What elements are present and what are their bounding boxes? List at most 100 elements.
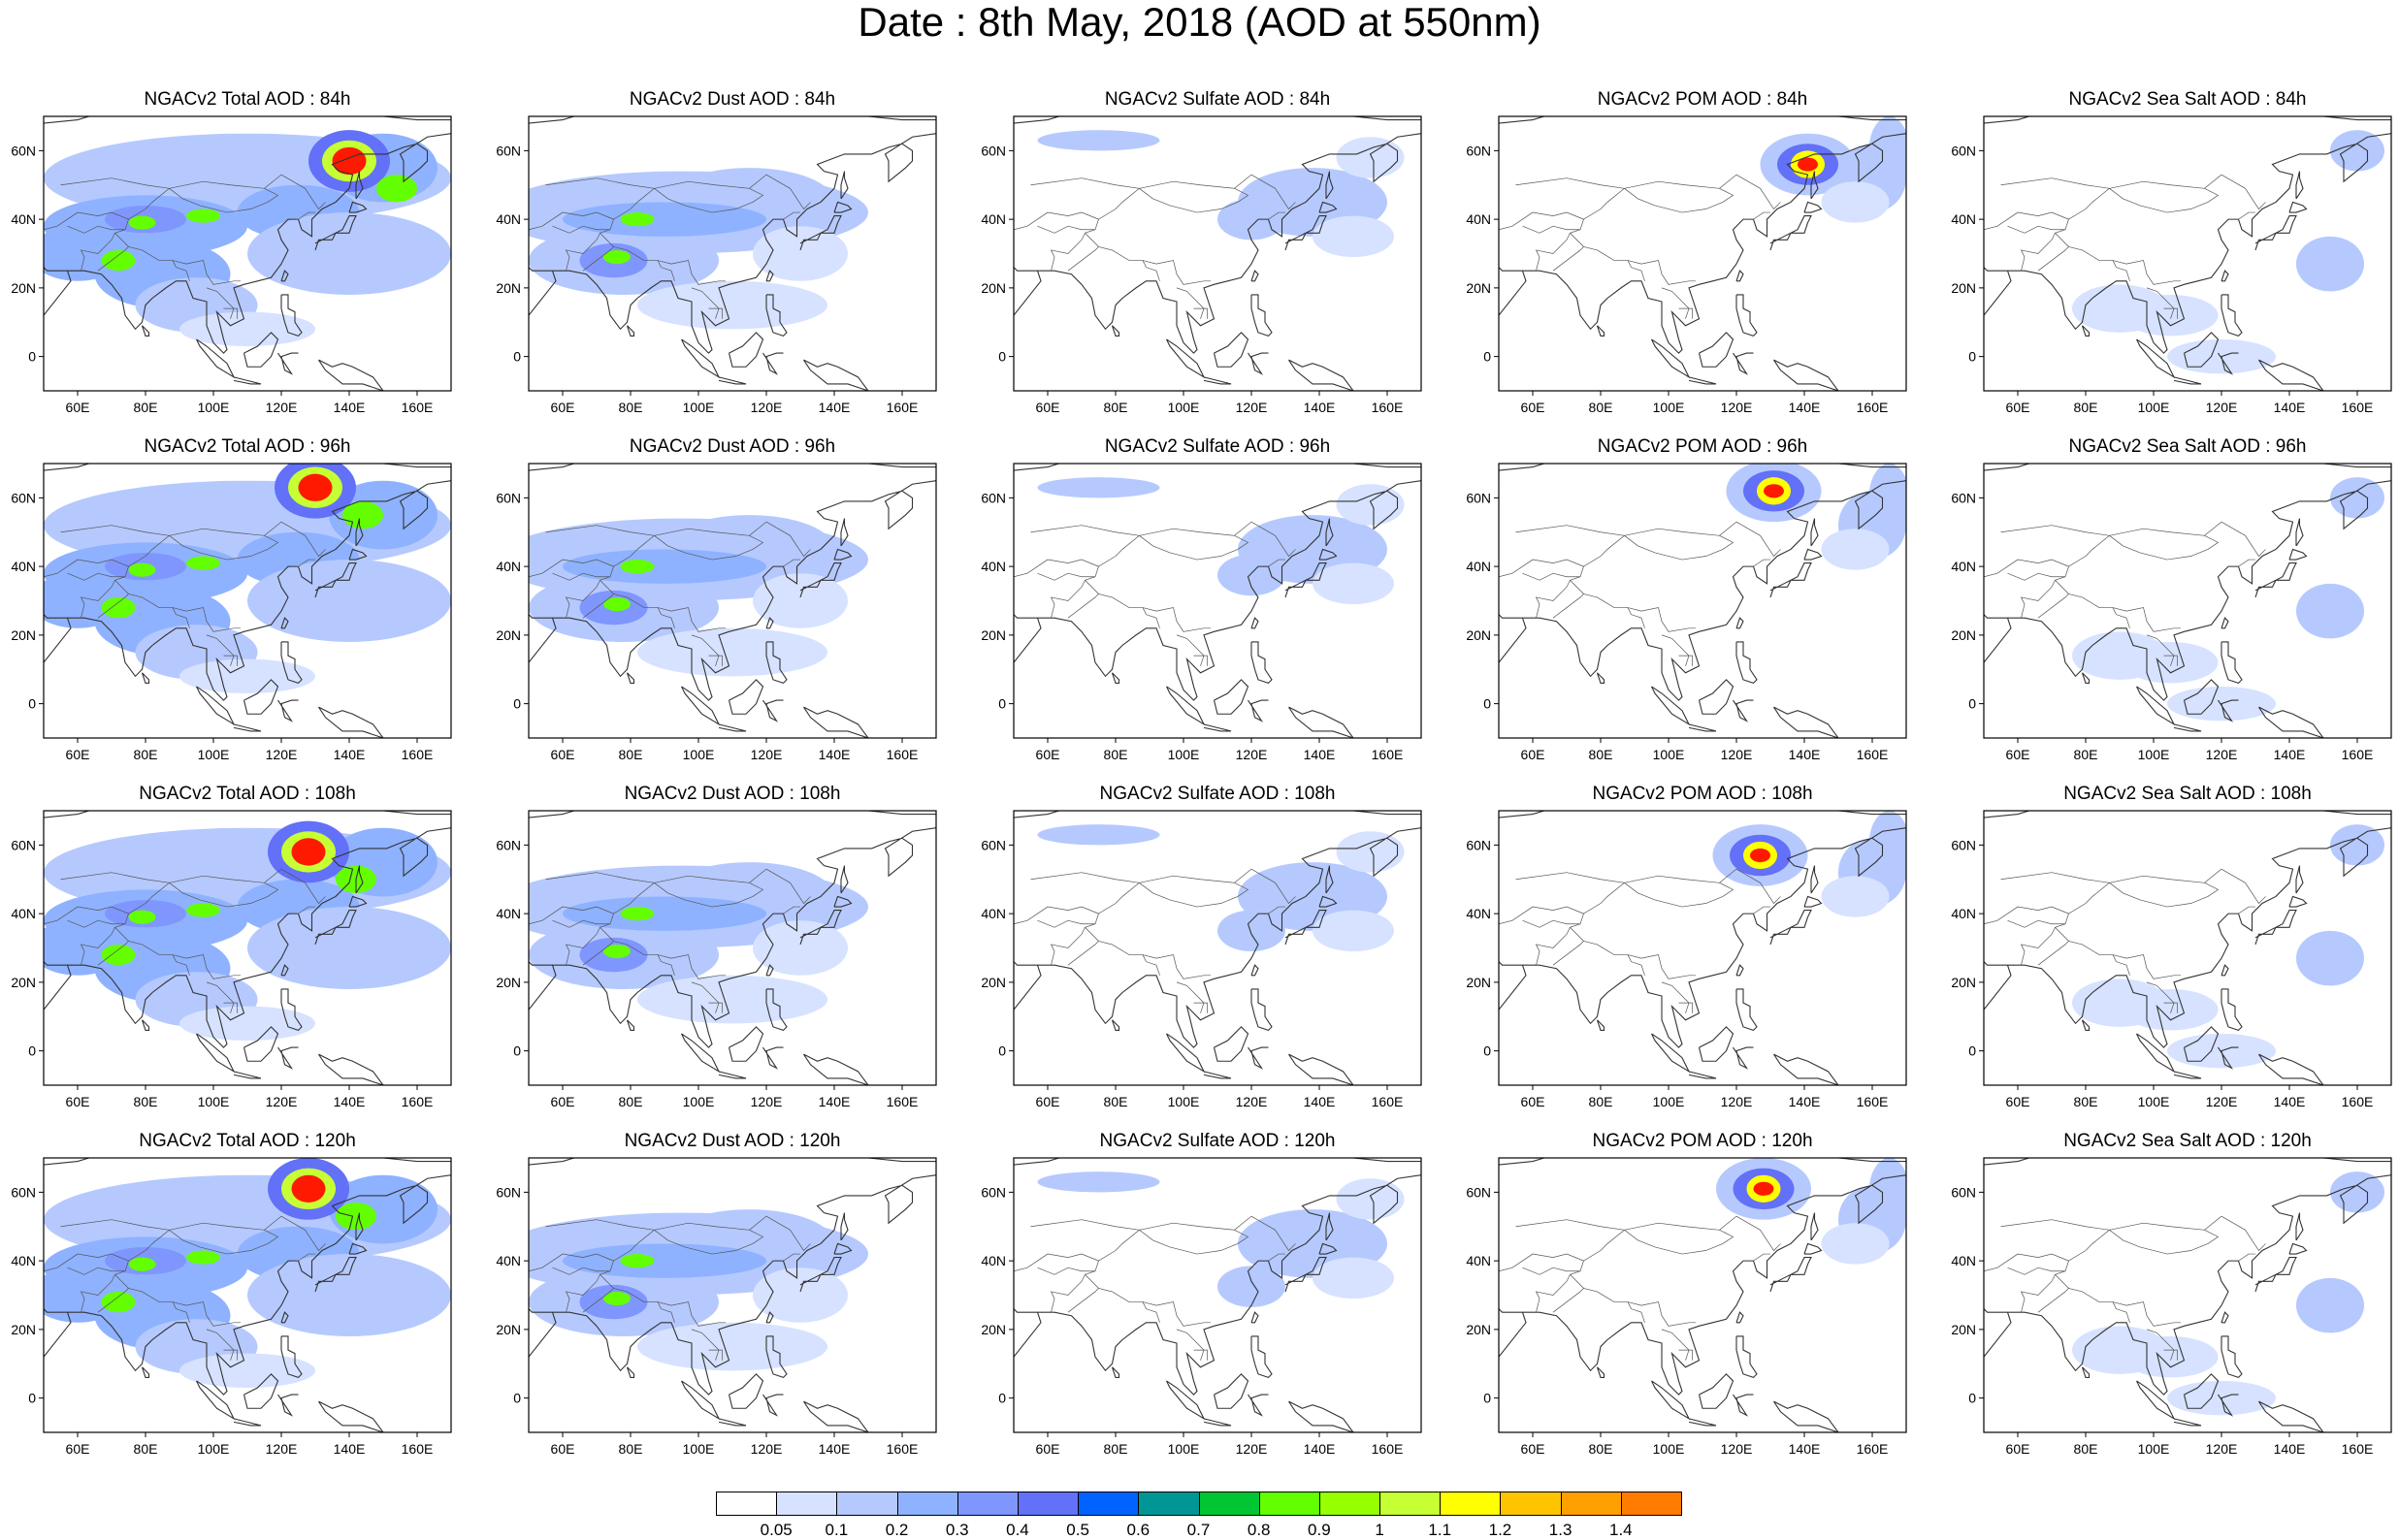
colorbar-label: 0.4 (1006, 1521, 1029, 1539)
country-border (206, 287, 235, 319)
map-frame (528, 1157, 937, 1433)
country-border (552, 572, 610, 581)
lat-tick-label: 40N (11, 1253, 36, 1268)
country-border (599, 882, 726, 979)
country-border (97, 594, 129, 619)
coastlines (1984, 116, 2391, 391)
aod-blob (637, 975, 827, 1024)
coastline (1203, 1071, 1232, 1079)
aod-blob (1750, 848, 1770, 863)
panel-title: NGACv2 Total AOD : 108h (139, 784, 356, 804)
coastline (1984, 1158, 2391, 1166)
coastline (552, 827, 936, 1048)
coastline (833, 895, 853, 908)
coastline (552, 480, 936, 701)
lon-tick-label: 120E (751, 747, 783, 762)
coastline (728, 1373, 764, 1409)
country-border (1084, 882, 1211, 979)
lon-tick-label: 60E (1521, 400, 1545, 415)
map-frame (43, 810, 452, 1086)
country-border (1661, 981, 1690, 1013)
lon-tick-label: 120E (266, 400, 298, 415)
lon-tick-label: 60E (1036, 1441, 1060, 1457)
coastline (2221, 617, 2229, 629)
map-frame (43, 115, 452, 392)
coastline (1522, 1174, 1906, 1396)
country-border (2054, 535, 2181, 632)
colorbar-label: 0.5 (1066, 1521, 1089, 1539)
map-panel-total-1: 60E 80E 100E 120E 140E 160E 60N 40N 20N 0 NGACv2 T… (0, 436, 466, 776)
country-border (783, 906, 800, 914)
coastline (314, 910, 357, 946)
coastline (1773, 1400, 1839, 1432)
country-border (1142, 1301, 1160, 1323)
coastline (762, 1046, 784, 1070)
coastline (626, 325, 635, 337)
coastline (277, 699, 299, 722)
aod-blob (376, 175, 417, 203)
coastline (718, 376, 747, 385)
lat-tick-label: 40N (11, 906, 36, 921)
panel-title: NGACv2 Sulfate AOD : 84h (1104, 89, 1331, 110)
country-border (97, 941, 129, 966)
country-border (2109, 534, 2220, 561)
coastline (1325, 865, 1334, 894)
map-panel-seasalt-2: 60E 80E 100E 120E 140E 160E 60N 40N 20N 0 NGACv2 S… (1940, 784, 2399, 1123)
coastline (1284, 910, 1327, 946)
map-frame (528, 810, 937, 1086)
aod-blob (1821, 876, 1890, 917)
country-border (1139, 534, 1249, 561)
lat-tick-label: 0 (513, 696, 521, 712)
coastline (2288, 1242, 2308, 1255)
lat-tick-label: 40N (981, 1253, 1006, 1268)
coastline (1248, 1046, 1269, 1070)
country-border (113, 188, 241, 285)
country-border (1142, 260, 1160, 281)
coastline (348, 201, 368, 213)
coastline (2295, 171, 2304, 200)
panel-title: NGACv2 Sulfate AOD : 96h (1104, 436, 1331, 457)
coastline (141, 1019, 150, 1031)
country-border (1014, 1253, 1099, 1272)
coastline (552, 133, 936, 354)
coastline (1769, 562, 1812, 598)
country-border (1569, 882, 1696, 979)
coastline (840, 865, 849, 894)
lon-tick-label: 120E (1721, 400, 1753, 415)
lon-tick-label: 80E (134, 1094, 158, 1109)
country-border (1984, 211, 2069, 231)
lon-tick-label: 120E (266, 747, 298, 762)
coastline (2081, 672, 2091, 684)
map-frame (1498, 463, 1907, 739)
lon-tick-label: 120E (1721, 747, 1753, 762)
map-frame (43, 463, 452, 739)
lon-tick-label: 100E (1168, 1441, 1200, 1457)
coastline (1111, 1366, 1120, 1378)
aod-field (529, 464, 936, 738)
lat-tick-label: 0 (998, 696, 1006, 712)
lat-tick-label: 0 (998, 1043, 1006, 1059)
coastline (1203, 1418, 1232, 1427)
lat-tick-label: 0 (28, 696, 36, 712)
aod-blob (291, 838, 326, 866)
country-border (1067, 941, 1099, 966)
lon-tick-label: 100E (1168, 400, 1200, 415)
country-border (1030, 1215, 1296, 1252)
lon-tick-label: 100E (683, 747, 715, 762)
coastline (803, 1053, 869, 1085)
lat-tick-label: 20N (1951, 975, 1976, 990)
lat-tick-label: 40N (496, 1253, 521, 1268)
lat-tick-label: 40N (981, 211, 1006, 227)
country-border (113, 882, 241, 979)
map-panel-total-3: 60E 80E 100E 120E 140E 160E 60N 40N 20N 0 NGACv2 T… (0, 1131, 466, 1470)
coastline (1499, 464, 1906, 471)
coastline (1111, 672, 1120, 684)
country-border (1515, 521, 1781, 558)
lat-tick-label: 60N (11, 837, 36, 852)
coastlines (44, 811, 451, 1085)
country-border (691, 287, 720, 319)
aod-blob (2330, 130, 2384, 172)
coastline (277, 1046, 299, 1070)
country-border (2146, 1329, 2175, 1361)
coastline (2258, 706, 2324, 738)
